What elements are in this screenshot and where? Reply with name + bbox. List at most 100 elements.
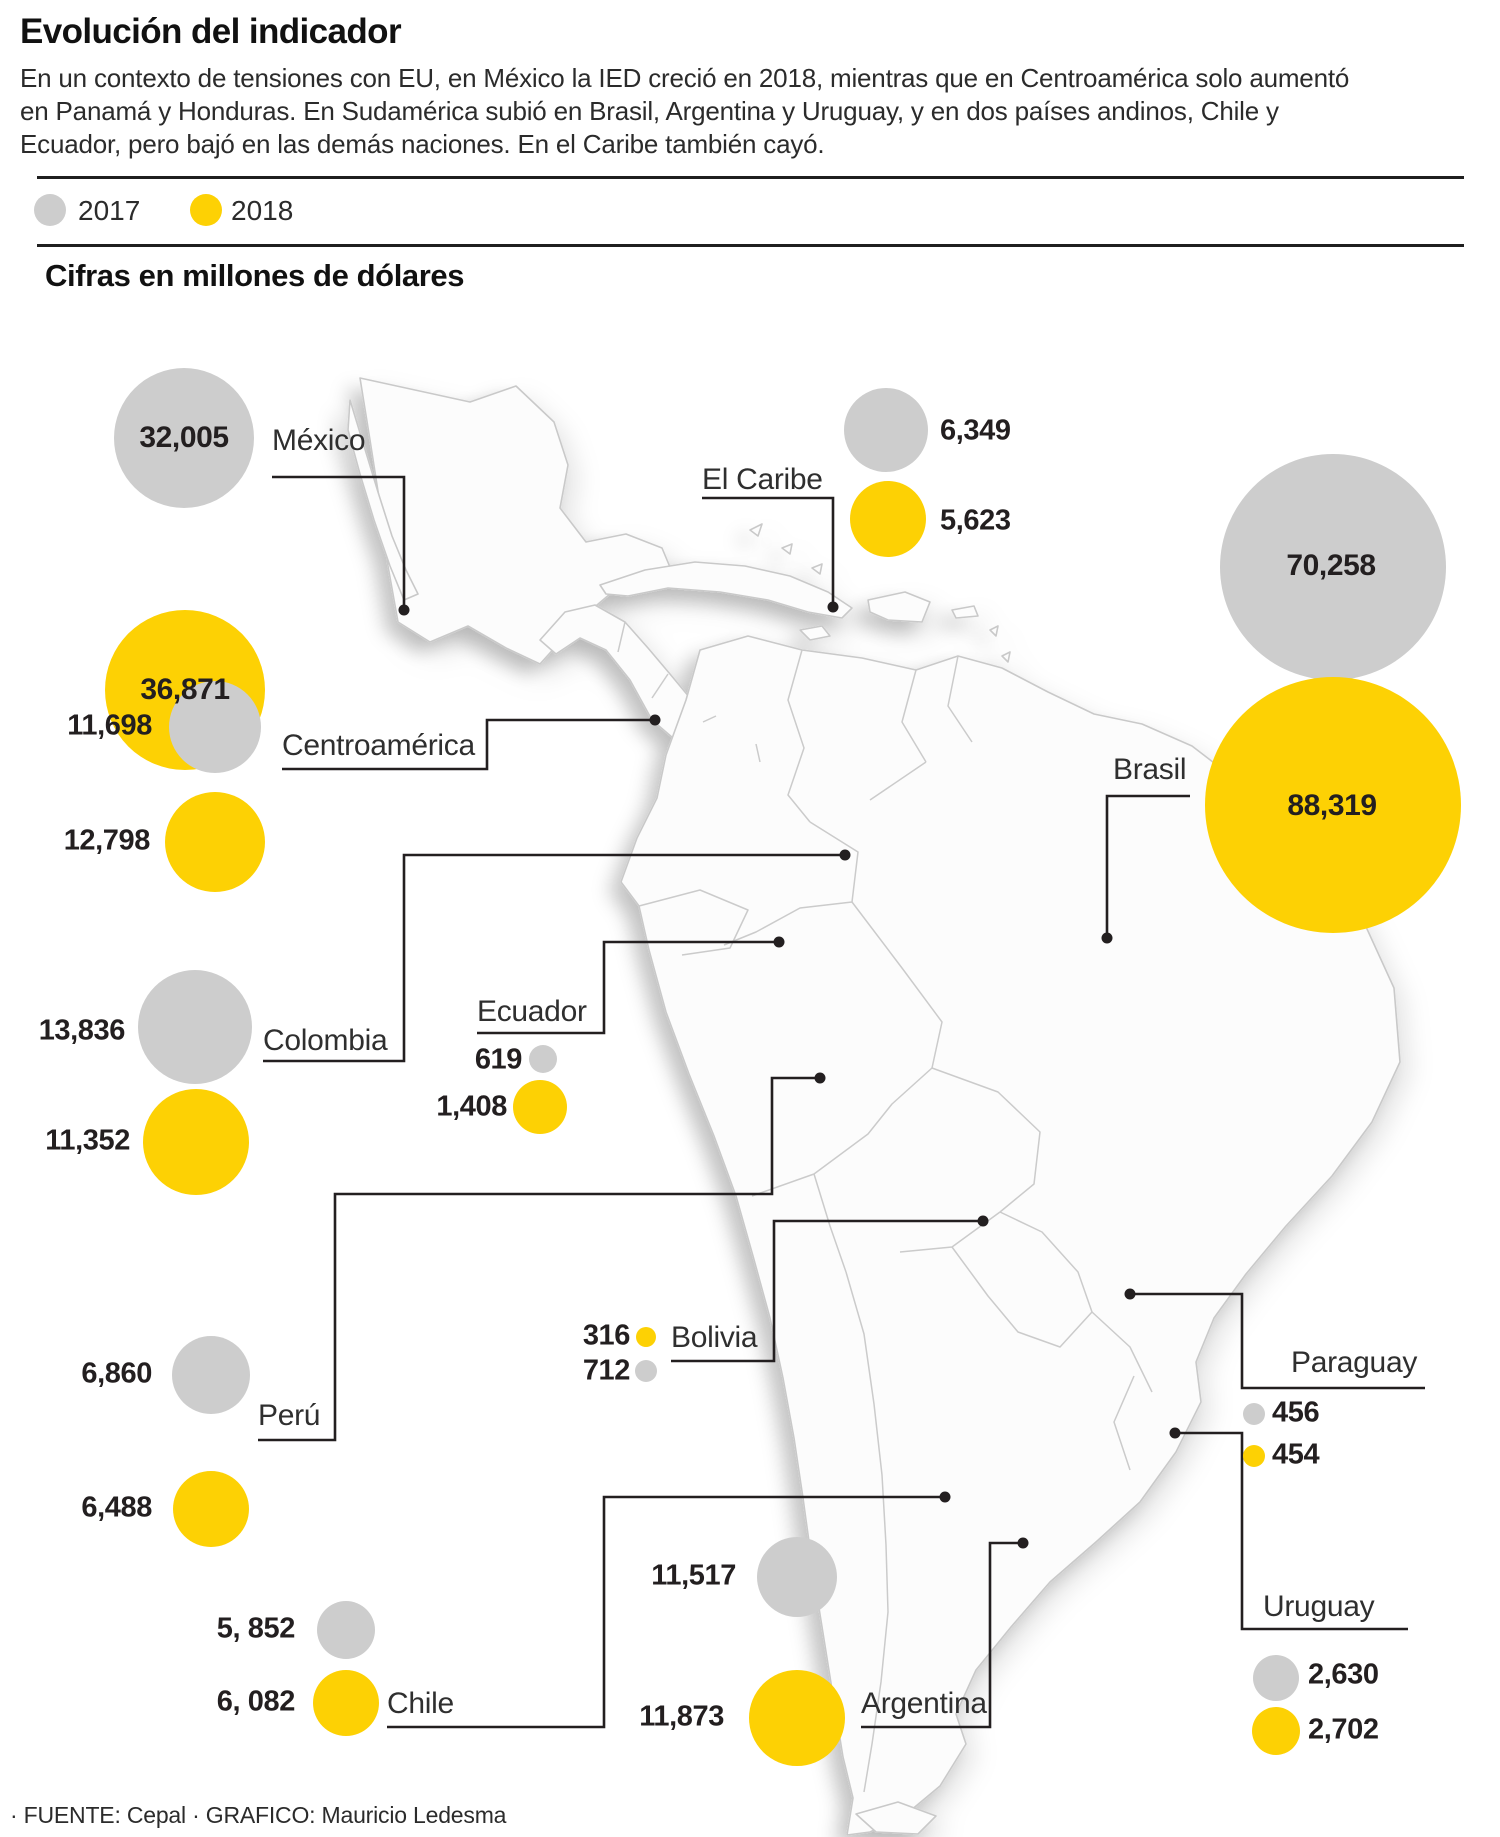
value-colombia-2017: 13,836 [38, 1014, 126, 1047]
label-ecuador: Ecuador [477, 995, 587, 1028]
label-argentina: Argentina [861, 1687, 987, 1720]
bubble-ecuador-2017 [529, 1045, 557, 1073]
dot-uruguay [1169, 1427, 1181, 1439]
connector-paraguay [1132, 1292, 1425, 1390]
connector-brasil [1105, 794, 1190, 938]
label-colombia: Colombia [263, 1024, 388, 1057]
dot-argentina [1017, 1537, 1029, 1549]
label-caribe: El Caribe [702, 463, 823, 496]
bubble-brasil-2018 [1205, 677, 1461, 933]
dot-caribe [827, 601, 839, 613]
bubble-chile-2017 [317, 1601, 375, 1659]
units-heading: Cifras en millones de dólares [45, 258, 465, 293]
connector-dots [398, 601, 1181, 1549]
value-paraguay-2017: 456 [1272, 1396, 1320, 1429]
legend-label-2018: 2018 [231, 195, 294, 226]
map-tierra-del-fuego [855, 1801, 937, 1835]
bubble-argentina-2017 [757, 1537, 837, 1617]
value-centroamerica-2017: 11,698 [67, 709, 152, 742]
value-paraguay-2018: 454 [1272, 1438, 1320, 1471]
bubble-centroamerica-2017 [169, 681, 261, 773]
bubble-brasil-2017 [1220, 454, 1446, 680]
map-lesser-antilles [989, 625, 1017, 713]
value-argentina-2018: 11,873 [639, 1700, 724, 1733]
bubble-bolivia-2017 [635, 1360, 657, 1382]
value-colombia-2018: 11,352 [45, 1124, 130, 1157]
label-bolivia: Bolivia [671, 1321, 758, 1354]
value-brasil-2017: 70,258 [1286, 549, 1376, 582]
value-caribe-2018: 5,623 [940, 504, 1011, 537]
bubble-paraguay-2017 [1243, 1403, 1265, 1425]
value-ecuador-2018: 1,408 [436, 1090, 507, 1123]
connector-ecuador [477, 940, 777, 1035]
dot-brasil [1101, 932, 1113, 944]
value-mexico-2018: 36,871 [140, 673, 230, 706]
dot-peru [814, 1072, 826, 1084]
value-centroamerica-2018: 12,798 [63, 824, 151, 857]
value-uruguay-2018: 2,702 [1308, 1713, 1379, 1746]
value-chile-2017: 5, 852 [216, 1612, 296, 1645]
dot-colombia [839, 849, 851, 861]
value-chile-2018: 6, 082 [216, 1685, 296, 1718]
value-caribe-2017: 6,349 [940, 414, 1011, 447]
map-puerto-rico [951, 605, 979, 619]
bubble-caribe-2018 [850, 481, 926, 557]
label-uruguay: Uruguay [1263, 1590, 1375, 1623]
source-credit: · FUENTE: Cepal · GRAFICO: Mauricio Lede… [10, 1802, 507, 1828]
dot-centroamerica [649, 714, 661, 726]
label-mexico: México [272, 424, 366, 457]
dot-bolivia [977, 1215, 989, 1227]
bubble-ecuador-2018 [513, 1080, 567, 1134]
label-chile: Chile [387, 1687, 454, 1720]
dot-mexico [398, 604, 410, 616]
subtitle: En un contexto de tensiones con EU, en M… [20, 62, 1349, 161]
dot-chile [939, 1491, 951, 1503]
label-centroamerica: Centroamérica [282, 729, 475, 762]
label-brasil: Brasil [1113, 753, 1187, 786]
value-uruguay-2017: 2,630 [1308, 1658, 1379, 1691]
value-bolivia-2018: 316 [582, 1319, 631, 1352]
bubble-centroamerica-2018 [165, 792, 265, 892]
bubble-colombia-2017 [138, 970, 252, 1084]
legend-dot-2017 [34, 194, 66, 226]
bubble-argentina-2018 [749, 1670, 845, 1766]
rule-top [37, 176, 1464, 179]
connector-lines [258, 475, 1425, 1729]
connector-uruguay [1177, 1431, 1408, 1631]
connector-chile [387, 1495, 943, 1729]
subtitle-line-3: Ecuador, pero bajó en las demás naciones… [20, 129, 825, 159]
value-peru-2017: 6,860 [81, 1357, 152, 1390]
bubble-paraguay-2018 [1243, 1445, 1265, 1467]
map-mexico [359, 377, 673, 665]
value-brasil-2018: 88,319 [1287, 789, 1377, 822]
connector-colombia [263, 853, 843, 1063]
map-jamaica [799, 625, 831, 641]
connector-centroamerica [282, 718, 653, 771]
connector-bolivia [671, 1219, 981, 1363]
bubble-peru-2018 [173, 1471, 249, 1547]
connector-mexico [272, 475, 406, 610]
rule-bottom [37, 244, 1464, 247]
label-paraguay: Paraguay [1291, 1346, 1418, 1379]
bubble-bolivia-2018 [636, 1327, 656, 1347]
dot-paraguay [1124, 1288, 1136, 1300]
value-bolivia-2017: 712 [582, 1354, 631, 1387]
map-baja-california [347, 399, 419, 601]
map-south-america [620, 635, 1401, 1836]
value-ecuador-2017: 619 [474, 1043, 523, 1076]
connector-peru [258, 1076, 818, 1442]
label-peru: Perú [258, 1399, 321, 1432]
bubble-caribe-2017 [844, 388, 928, 472]
legend-dot-2018 [190, 194, 222, 226]
dot-ecuador [773, 936, 785, 948]
bubble-mexico-2017 [114, 368, 254, 508]
bubble-chile-2018 [313, 1670, 379, 1736]
bubble-uruguay-2018 [1252, 1707, 1300, 1755]
bubble-colombia-2018 [143, 1089, 249, 1195]
map-country-borders [617, 621, 1153, 1793]
legend-label-2017: 2017 [78, 195, 141, 226]
value-peru-2018: 6,488 [81, 1491, 152, 1524]
map-cuba [599, 561, 853, 619]
